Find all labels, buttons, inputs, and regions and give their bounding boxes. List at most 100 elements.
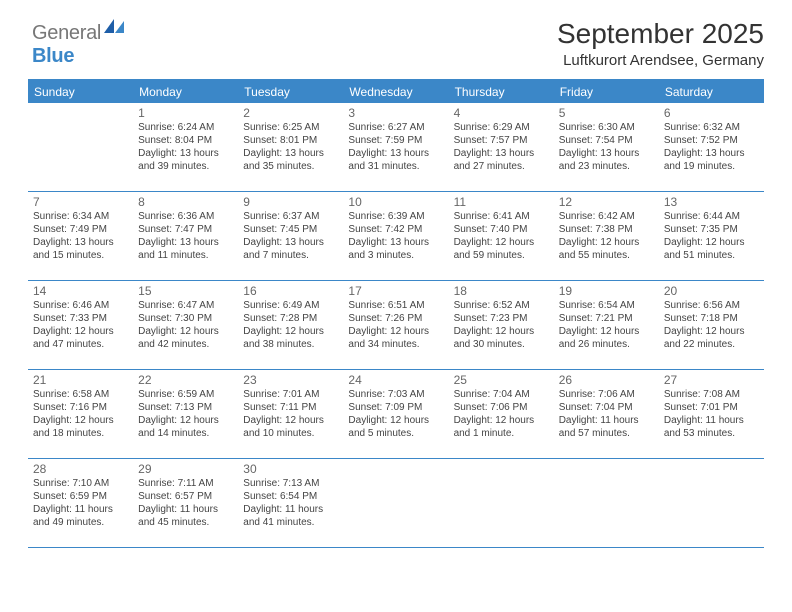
day-line: Daylight: 12 hours [454, 415, 549, 428]
day-line: and 7 minutes. [243, 250, 338, 263]
day-line: Sunset: 7:54 PM [559, 135, 654, 148]
logo: General Blue [32, 22, 126, 68]
day-number: 3 [348, 106, 443, 121]
day-line: and 14 minutes. [138, 428, 233, 441]
day-line: Daylight: 13 hours [243, 237, 338, 250]
day-cell: 3Sunrise: 6:27 AMSunset: 7:59 PMDaylight… [343, 103, 448, 191]
day-number: 29 [138, 462, 233, 477]
day-line: and 38 minutes. [243, 339, 338, 352]
dow-tue: Tuesday [238, 81, 343, 103]
day-line: and 22 minutes. [664, 339, 759, 352]
day-line: Daylight: 11 hours [138, 504, 233, 517]
day-line: Sunset: 7:16 PM [33, 402, 128, 415]
day-line: Daylight: 13 hours [664, 148, 759, 161]
day-line: Daylight: 12 hours [348, 415, 443, 428]
day-line: Daylight: 13 hours [348, 148, 443, 161]
day-line: Sunrise: 7:10 AM [33, 478, 128, 491]
dow-sat: Saturday [659, 81, 764, 103]
day-line: and 23 minutes. [559, 161, 654, 174]
dow-wed: Wednesday [343, 81, 448, 103]
day-number: 1 [138, 106, 233, 121]
logo-text: General Blue [32, 22, 126, 68]
header: September 2025 Luftkurort Arendsee, Germ… [28, 18, 764, 69]
day-line: Daylight: 11 hours [664, 415, 759, 428]
day-line: and 18 minutes. [33, 428, 128, 441]
day-cell: 9Sunrise: 6:37 AMSunset: 7:45 PMDaylight… [238, 192, 343, 280]
day-line: Sunrise: 6:27 AM [348, 122, 443, 135]
day-cell: 12Sunrise: 6:42 AMSunset: 7:38 PMDayligh… [554, 192, 659, 280]
day-line: Sunset: 7:35 PM [664, 224, 759, 237]
calendar: Sunday Monday Tuesday Wednesday Thursday… [28, 79, 764, 548]
day-line: Daylight: 12 hours [664, 326, 759, 339]
day-cell: 25Sunrise: 7:04 AMSunset: 7:06 PMDayligh… [449, 370, 554, 458]
day-number: 15 [138, 284, 233, 299]
day-cell: 18Sunrise: 6:52 AMSunset: 7:23 PMDayligh… [449, 281, 554, 369]
day-cell: 17Sunrise: 6:51 AMSunset: 7:26 PMDayligh… [343, 281, 448, 369]
day-cell: 6Sunrise: 6:32 AMSunset: 7:52 PMDaylight… [659, 103, 764, 191]
day-line: Sunrise: 6:42 AM [559, 211, 654, 224]
day-line: Sunrise: 7:03 AM [348, 389, 443, 402]
day-line: Sunrise: 7:08 AM [664, 389, 759, 402]
day-cell: 22Sunrise: 6:59 AMSunset: 7:13 PMDayligh… [133, 370, 238, 458]
day-number: 26 [559, 373, 654, 388]
day-line: Sunrise: 7:01 AM [243, 389, 338, 402]
day-cell: 27Sunrise: 7:08 AMSunset: 7:01 PMDayligh… [659, 370, 764, 458]
day-number: 14 [33, 284, 128, 299]
logo-text-general: General [32, 22, 101, 44]
day-line: Sunrise: 7:13 AM [243, 478, 338, 491]
day-line: and 59 minutes. [454, 250, 549, 263]
day-line: Sunrise: 6:29 AM [454, 122, 549, 135]
day-line: Sunrise: 6:59 AM [138, 389, 233, 402]
day-line: and 31 minutes. [348, 161, 443, 174]
day-line: and 53 minutes. [664, 428, 759, 441]
day-cell-empty [554, 459, 659, 547]
day-line: Sunset: 8:04 PM [138, 135, 233, 148]
day-number: 22 [138, 373, 233, 388]
day-number: 16 [243, 284, 338, 299]
week-row: 28Sunrise: 7:10 AMSunset: 6:59 PMDayligh… [28, 459, 764, 548]
day-line: Sunrise: 6:58 AM [33, 389, 128, 402]
day-line: Daylight: 13 hours [454, 148, 549, 161]
day-line: Daylight: 12 hours [138, 326, 233, 339]
week-row: 14Sunrise: 6:46 AMSunset: 7:33 PMDayligh… [28, 281, 764, 370]
day-line: Daylight: 13 hours [559, 148, 654, 161]
day-number: 4 [454, 106, 549, 121]
day-number: 23 [243, 373, 338, 388]
day-line: Sunset: 7:01 PM [664, 402, 759, 415]
day-line: Daylight: 13 hours [33, 237, 128, 250]
day-line: and 55 minutes. [559, 250, 654, 263]
day-line: Daylight: 12 hours [454, 326, 549, 339]
location: Luftkurort Arendsee, Germany [28, 52, 764, 69]
day-cell: 8Sunrise: 6:36 AMSunset: 7:47 PMDaylight… [133, 192, 238, 280]
day-line: Daylight: 13 hours [138, 237, 233, 250]
day-line: Sunrise: 6:36 AM [138, 211, 233, 224]
day-line: and 47 minutes. [33, 339, 128, 352]
day-cell: 28Sunrise: 7:10 AMSunset: 6:59 PMDayligh… [28, 459, 133, 547]
day-cell-empty [28, 103, 133, 191]
day-line: Sunrise: 6:34 AM [33, 211, 128, 224]
day-line: and 19 minutes. [664, 161, 759, 174]
day-line: Sunrise: 6:44 AM [664, 211, 759, 224]
day-line: Sunset: 7:42 PM [348, 224, 443, 237]
day-number: 18 [454, 284, 549, 299]
day-line: Daylight: 12 hours [33, 326, 128, 339]
day-line: Sunset: 7:28 PM [243, 313, 338, 326]
day-number: 20 [664, 284, 759, 299]
day-cell: 16Sunrise: 6:49 AMSunset: 7:28 PMDayligh… [238, 281, 343, 369]
day-line: Sunrise: 6:46 AM [33, 300, 128, 313]
day-line: Sunrise: 6:39 AM [348, 211, 443, 224]
day-line: Sunset: 7:52 PM [664, 135, 759, 148]
weeks-container: 1Sunrise: 6:24 AMSunset: 8:04 PMDaylight… [28, 103, 764, 548]
day-line: Sunset: 7:49 PM [33, 224, 128, 237]
day-number: 5 [559, 106, 654, 121]
day-line: Sunset: 7:23 PM [454, 313, 549, 326]
day-line: and 45 minutes. [138, 517, 233, 530]
day-line: Daylight: 11 hours [33, 504, 128, 517]
day-cell: 26Sunrise: 7:06 AMSunset: 7:04 PMDayligh… [554, 370, 659, 458]
day-number: 2 [243, 106, 338, 121]
day-cell-empty [343, 459, 448, 547]
day-cell: 24Sunrise: 7:03 AMSunset: 7:09 PMDayligh… [343, 370, 448, 458]
day-cell: 2Sunrise: 6:25 AMSunset: 8:01 PMDaylight… [238, 103, 343, 191]
day-line: and 41 minutes. [243, 517, 338, 530]
day-line: Sunrise: 6:30 AM [559, 122, 654, 135]
